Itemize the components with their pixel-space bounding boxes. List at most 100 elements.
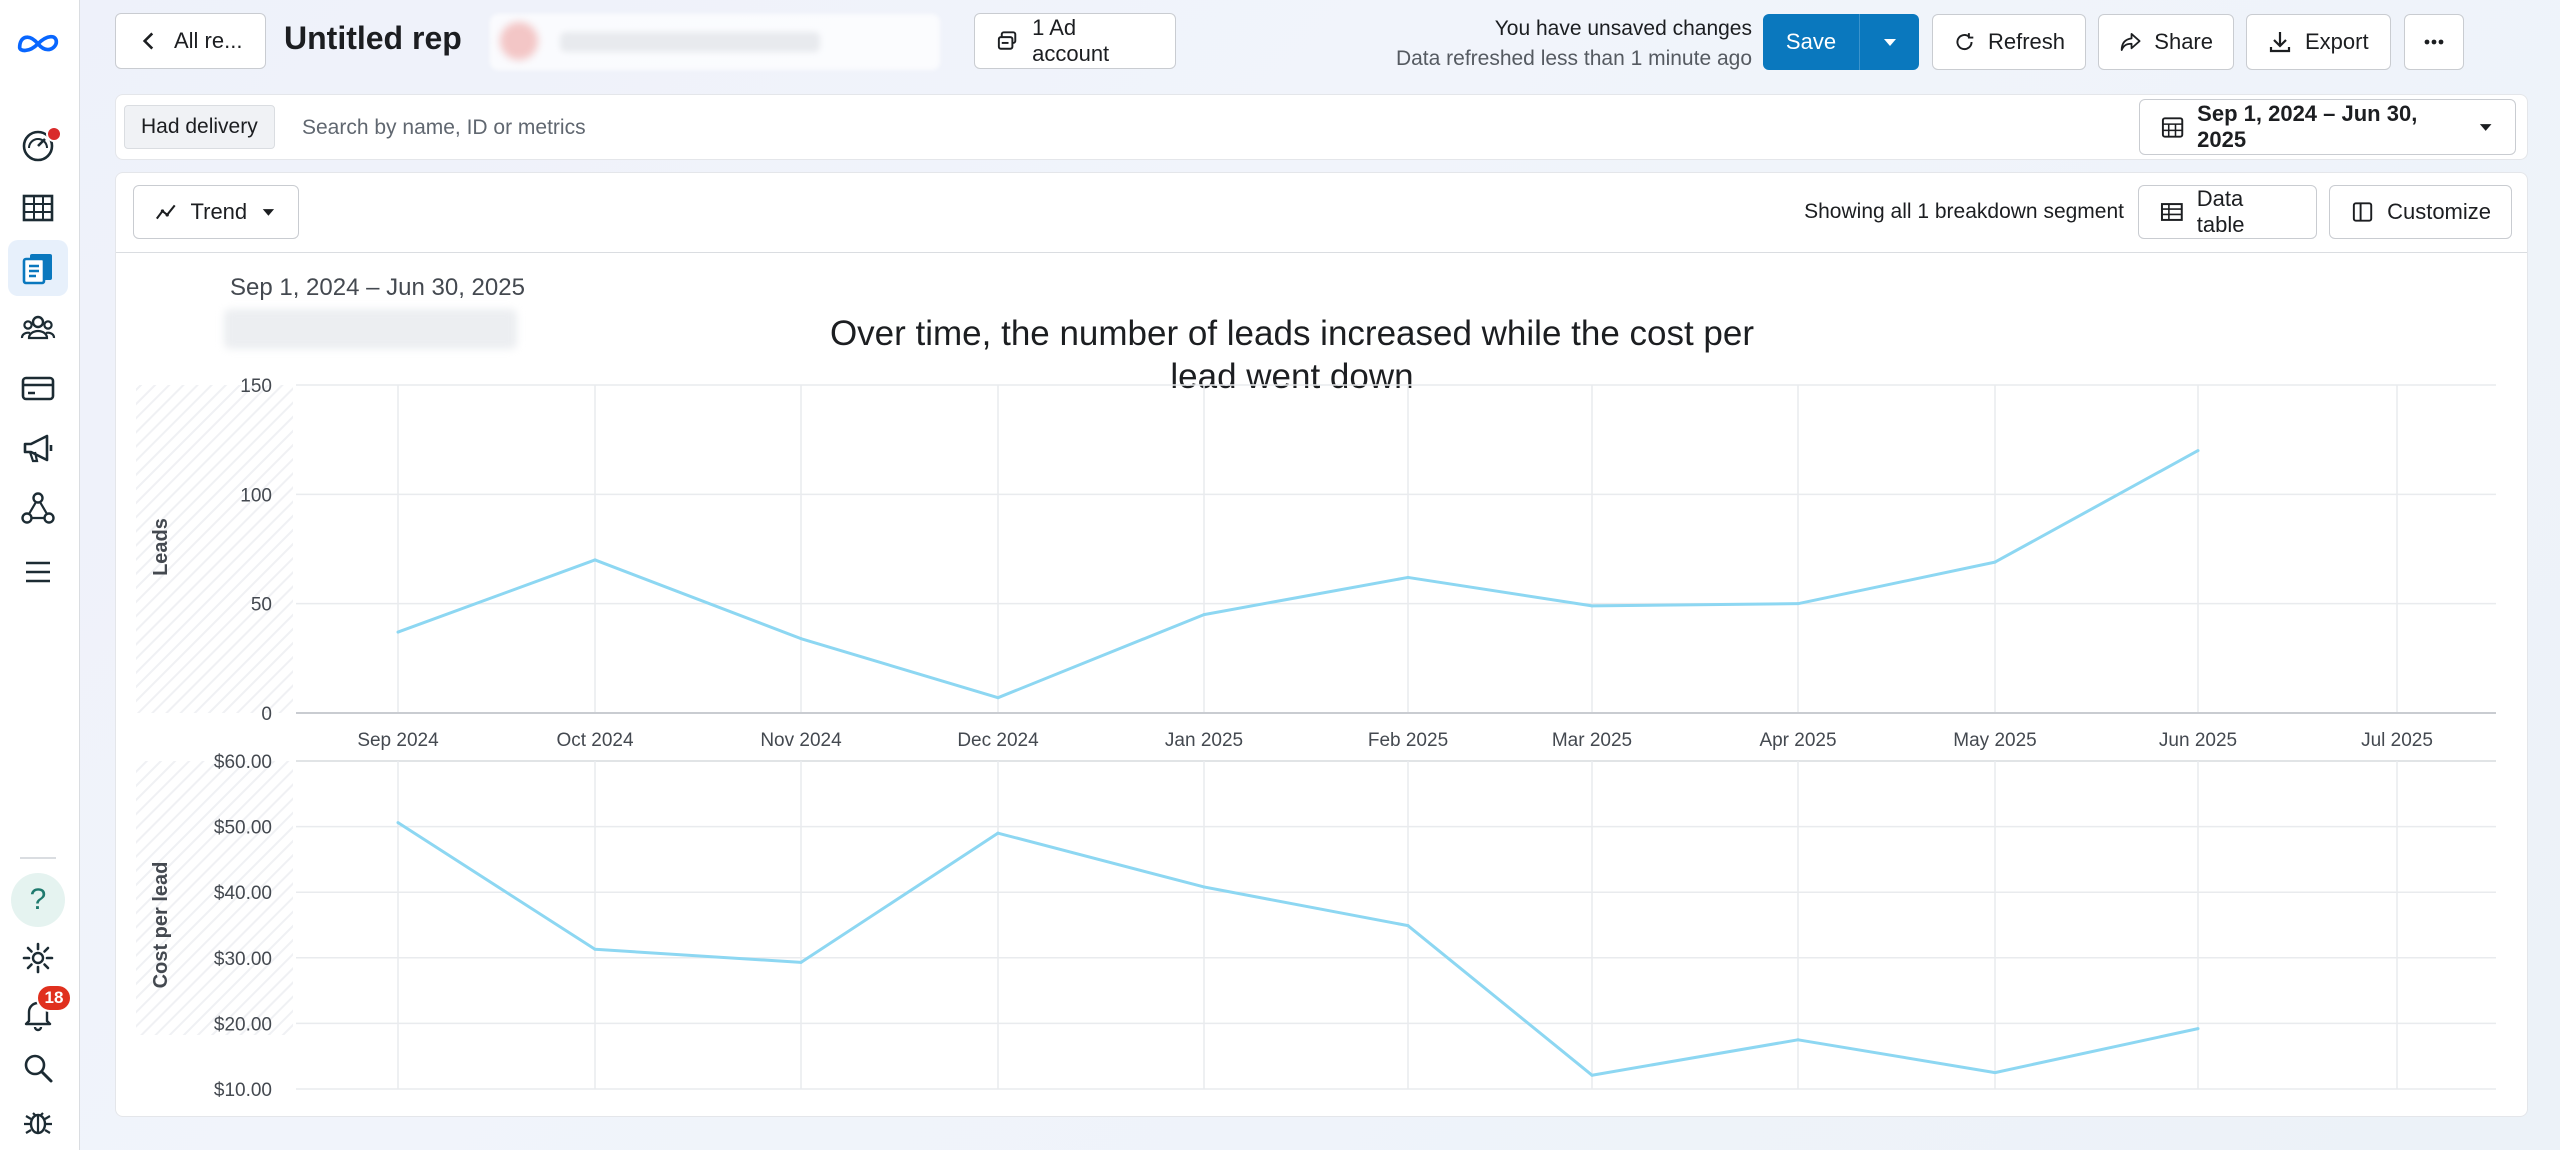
leads-data-point: [1993, 560, 1997, 564]
leads-xtick-label: Sep 2024: [357, 730, 439, 751]
help-button[interactable]: ?: [11, 873, 65, 927]
leads-xtick-label: Apr 2025: [1759, 730, 1836, 751]
cpl-data-point: [799, 960, 803, 964]
sidebar-item-menu[interactable]: [8, 544, 68, 600]
sidebar-item-billing[interactable]: [8, 360, 68, 416]
leads-ytick-label: 150: [240, 376, 272, 397]
card-icon: [21, 376, 55, 401]
help-icon: ?: [29, 883, 47, 916]
table-icon: [2160, 203, 2183, 221]
save-button[interactable]: Save: [1763, 14, 1859, 70]
sidebar-item-connections[interactable]: [8, 480, 68, 536]
chevron-left-icon: [142, 32, 154, 50]
customize-label: Customize: [2387, 199, 2491, 224]
leads-xtick-label: May 2025: [1953, 730, 2036, 751]
date-range-picker[interactable]: Sep 1, 2024 – Jun 30, 2025: [2139, 99, 2516, 155]
chart-toolbar: Trend Showing all 1 breakdown segment Da…: [116, 173, 2527, 253]
sidebar-item-audiences[interactable]: [8, 300, 68, 356]
back-button-label: All re...: [174, 28, 243, 53]
search-input[interactable]: [302, 107, 902, 149]
leads-xtick-label: Jun 2025: [2159, 730, 2237, 751]
cpl-data-point: [1202, 885, 1206, 889]
redacted-subtitle-detail: [224, 309, 517, 349]
reports-icon: [22, 254, 52, 285]
gauge-icon: [22, 130, 54, 162]
cpl-ytick-label: $50.00: [214, 818, 272, 839]
sidebar-item-ads[interactable]: [8, 420, 68, 476]
back-to-all-reports-button[interactable]: All re...: [115, 13, 266, 69]
customize-panel-icon: [2352, 202, 2373, 222]
cpl-data-point: [2196, 1027, 2200, 1031]
settings-button[interactable]: [8, 930, 68, 986]
customize-button[interactable]: Customize: [2329, 185, 2512, 239]
left-sidebar: ? 18: [0, 0, 80, 1150]
meta-logo[interactable]: [8, 14, 68, 70]
cpl-ytick-label: $60.00: [214, 752, 272, 773]
search-icon: [24, 1054, 53, 1083]
cpl-series-line: [397, 821, 2199, 1077]
date-range-label: Sep 1, 2024 – Jun 30, 2025: [2197, 101, 2418, 152]
share-button[interactable]: Share: [2098, 14, 2234, 70]
leads-data-point: [1796, 602, 1800, 606]
refresh-button[interactable]: Refresh: [1932, 14, 2086, 70]
sidebar-item-dashboard[interactable]: [8, 118, 68, 174]
download-icon: [2269, 32, 2291, 53]
leads-ytick-label: 0: [261, 704, 272, 725]
hamburger-icon: [26, 561, 50, 583]
cpl-data-point: [996, 831, 1000, 835]
network-icon: [21, 492, 55, 524]
data-table-label: Data table: [2196, 186, 2245, 237]
ad-account-selector[interactable]: 1 Ad account: [974, 13, 1176, 69]
leads-chart: 0 50 100 150 Leads Sep 2024 Oct 2024 Nov 2024 De…: [150, 376, 2496, 751]
cpl-ytick-label: $20.00: [214, 1014, 272, 1035]
filter-bar: Had delivery: [115, 94, 2528, 160]
cpl-data-point: [593, 947, 597, 951]
cpl-ytick-label: $40.00: [214, 883, 272, 904]
cpl-data-point: [1406, 924, 1410, 928]
visualization-type-label: Trend: [190, 199, 248, 224]
search-button[interactable]: [8, 1040, 68, 1096]
leads-xtick-label: Jan 2025: [1165, 730, 1243, 751]
bug-report-button[interactable]: [8, 1094, 68, 1150]
cpl-y-axis-title: Cost per lead: [150, 862, 172, 989]
share-icon: [2120, 33, 2141, 51]
data-table-button[interactable]: Data table: [2138, 185, 2317, 239]
visualization-type-dropdown[interactable]: Trend: [133, 185, 299, 239]
trend-chart: Sep 1, 2024 – Jun 30, 2025 Over time, th…: [136, 274, 2496, 1101]
leads-ytick-label: 50: [251, 595, 272, 616]
notification-count-badge: 18: [36, 984, 72, 1012]
notification-dot: [46, 126, 62, 142]
leads-data-point: [396, 630, 400, 634]
leads-data-point: [1202, 613, 1206, 617]
ad-account-label: 1 Ad account: [1032, 15, 1110, 66]
leads-data-point: [593, 558, 597, 562]
more-icon: [2424, 39, 2444, 45]
more-options-button[interactable]: [2404, 14, 2464, 70]
cost-axis-hatch-band: [136, 761, 293, 1035]
data-refreshed-text: Data refreshed less than 1 minute ago: [1395, 47, 1752, 70]
unsaved-changes-text: You have unsaved changes: [1494, 17, 1752, 40]
export-label: Export: [2305, 29, 2369, 54]
cpl-data-point: [1590, 1073, 1594, 1077]
notifications-button[interactable]: 18: [8, 984, 72, 1042]
save-button-group: Save: [1763, 14, 1919, 70]
save-options-dropdown[interactable]: [1859, 14, 1919, 70]
leads-xtick-label: Mar 2025: [1552, 730, 1632, 751]
caret-down-icon: [1883, 39, 1896, 46]
leads-data-point: [1590, 604, 1594, 608]
had-delivery-filter-chip[interactable]: Had delivery: [124, 105, 275, 149]
gear-icon: [22, 942, 54, 974]
people-icon: [20, 315, 56, 340]
leads-data-point: [2196, 449, 2200, 453]
table-icon: [22, 194, 54, 222]
share-label: Share: [2154, 29, 2213, 54]
leads-series-line: [397, 449, 2199, 700]
report-title[interactable]: Untitled rep: [284, 20, 462, 56]
breakdown-segment-text: Showing all 1 breakdown segment: [1804, 200, 2124, 223]
sidebar-divider: [20, 857, 56, 859]
sidebar-item-campaigns-table[interactable]: [8, 180, 68, 236]
cpl-ytick-label: $30.00: [214, 949, 272, 970]
export-button[interactable]: Export: [2246, 14, 2391, 70]
leads-xtick-label: Oct 2024: [556, 730, 634, 751]
sidebar-item-reports[interactable]: [8, 240, 68, 296]
